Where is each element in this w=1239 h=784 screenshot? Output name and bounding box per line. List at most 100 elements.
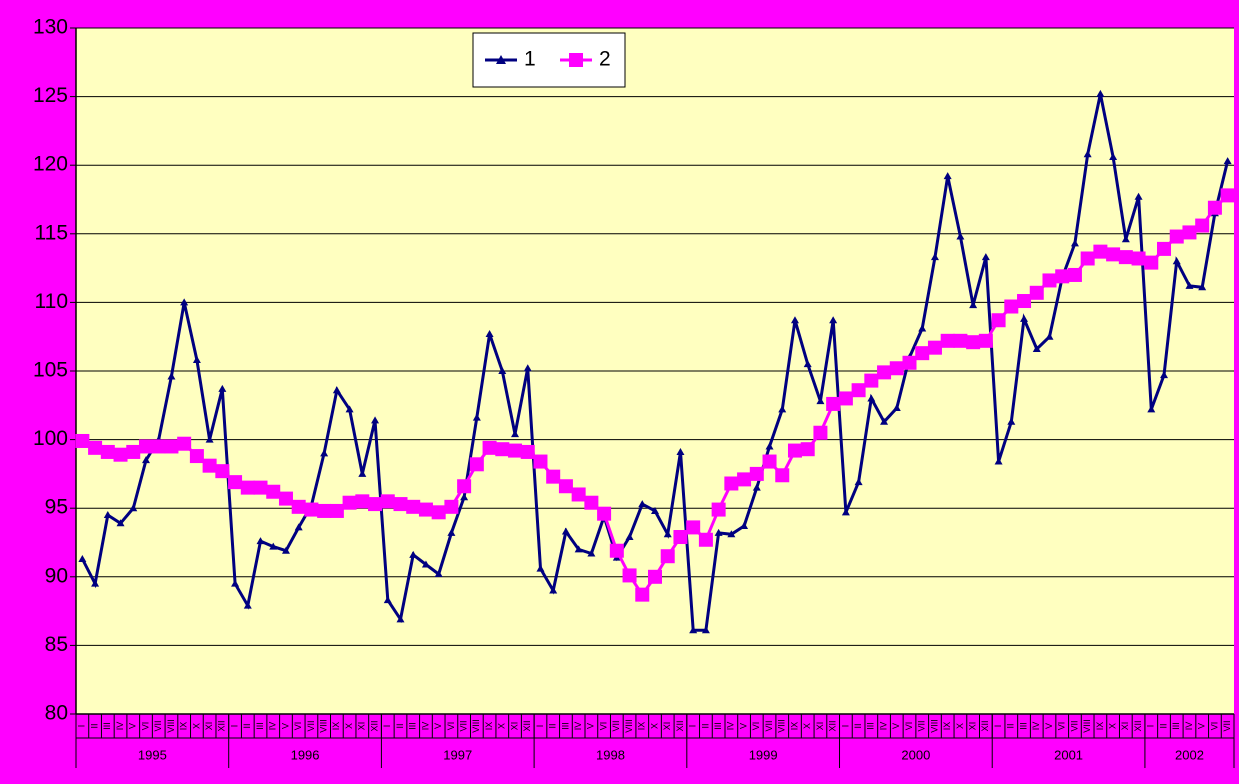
marker: [205, 435, 214, 443]
month-label: V: [738, 723, 748, 729]
marker: [867, 394, 876, 402]
marker: [320, 449, 329, 457]
marker: [523, 364, 532, 372]
month-label: XI: [204, 722, 214, 731]
marker: [1147, 405, 1156, 413]
marker: [1032, 345, 1041, 353]
marker: [457, 479, 472, 494]
marker: [940, 333, 955, 348]
marker: [393, 497, 408, 512]
marker: [803, 360, 812, 368]
marker: [332, 386, 341, 394]
month-label: VI: [904, 722, 914, 731]
marker: [953, 333, 968, 348]
month-label: XI: [968, 722, 978, 731]
marker: [342, 495, 357, 510]
marker: [380, 494, 395, 509]
marker: [698, 532, 713, 547]
month-label: VI: [598, 722, 608, 731]
month-label: II: [242, 723, 252, 728]
marker: [778, 405, 787, 413]
marker: [358, 469, 367, 477]
marker: [981, 253, 990, 261]
marker: [749, 466, 764, 481]
marker: [1109, 152, 1118, 160]
marker: [536, 564, 545, 572]
marker: [1007, 417, 1016, 425]
month-label: VIII: [166, 719, 176, 733]
marker: [800, 442, 815, 457]
marker: [625, 533, 634, 541]
marker: [103, 511, 112, 519]
month-label: III: [1171, 722, 1181, 730]
month-label: VII: [764, 720, 774, 731]
marker: [1172, 257, 1181, 265]
month-label: IV: [878, 722, 888, 731]
marker: [740, 522, 749, 530]
y-tick-label: 95: [45, 496, 68, 519]
marker: [752, 483, 761, 491]
marker: [762, 454, 777, 469]
marker: [345, 405, 354, 413]
marker: [294, 523, 303, 531]
month-label: X: [955, 723, 965, 729]
y-tick-label: 115: [35, 221, 68, 244]
marker: [561, 527, 570, 535]
month-label: VIII: [1082, 719, 1092, 733]
month-label: VII: [611, 720, 621, 731]
marker: [485, 329, 494, 337]
marker: [790, 316, 799, 324]
marker: [304, 502, 319, 517]
marker: [622, 568, 637, 583]
year-label: 1997: [443, 747, 472, 762]
month-label: I: [77, 725, 87, 728]
month-label: XI: [509, 722, 519, 731]
marker: [915, 346, 930, 361]
month-label: XII: [980, 720, 990, 731]
month-label: VII: [1222, 720, 1232, 731]
month-label: IV: [573, 722, 583, 731]
marker: [218, 384, 227, 392]
marker: [164, 439, 179, 454]
marker: [584, 495, 599, 510]
month-label: XII: [217, 720, 227, 731]
month-label: II: [700, 723, 710, 728]
marker: [1070, 239, 1079, 247]
marker: [574, 545, 583, 553]
marker: [1106, 247, 1121, 262]
month-label: II: [1158, 723, 1168, 728]
marker: [129, 504, 138, 512]
month-label: I: [1146, 725, 1156, 728]
marker: [1118, 250, 1133, 265]
marker: [1055, 269, 1070, 284]
marker: [495, 442, 510, 457]
marker: [355, 494, 370, 509]
marker: [571, 487, 586, 502]
legend-label: 2: [599, 48, 611, 71]
marker: [231, 579, 240, 587]
month-label: III: [255, 722, 265, 730]
marker: [472, 413, 481, 421]
marker: [1083, 150, 1092, 158]
month-label: III: [102, 722, 112, 730]
year-label: 2001: [1054, 747, 1083, 762]
marker: [167, 372, 176, 380]
month-label: XI: [662, 722, 672, 731]
marker: [75, 433, 90, 448]
marker: [281, 546, 290, 554]
month-label: VIII: [624, 719, 634, 733]
marker: [202, 458, 217, 473]
month-label: IX: [331, 722, 341, 731]
marker: [383, 596, 392, 604]
marker: [889, 361, 904, 376]
y-tick-label: 110: [35, 290, 68, 313]
month-label: VII: [917, 720, 927, 731]
marker: [549, 586, 558, 594]
marker: [546, 469, 561, 484]
legend-marker: [569, 53, 583, 67]
marker: [269, 542, 278, 550]
month-label: XII: [675, 720, 685, 731]
marker: [396, 615, 405, 623]
month-label: V: [433, 723, 443, 729]
y-tick-label: 85: [45, 633, 68, 656]
